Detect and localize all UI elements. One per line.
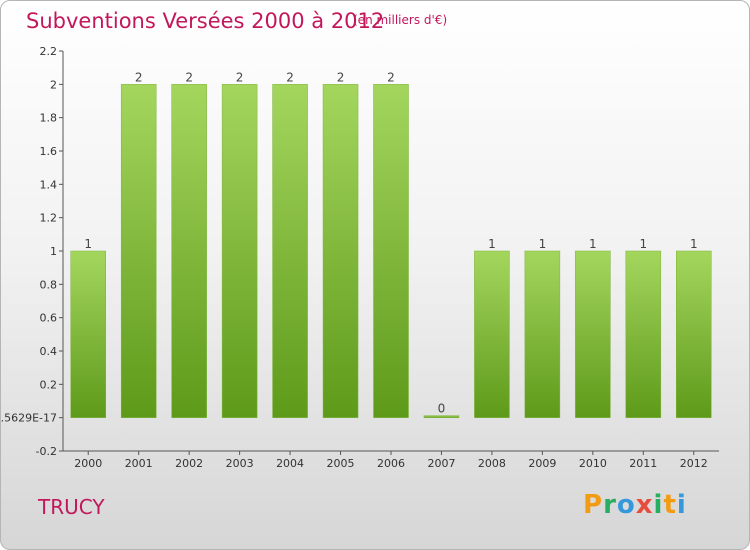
data-label: 2 bbox=[135, 70, 143, 84]
logo-letter: r bbox=[603, 490, 617, 520]
bar bbox=[575, 250, 611, 418]
bar bbox=[423, 415, 460, 418]
y-tick-label: 2.2 bbox=[40, 45, 58, 58]
data-label: 1 bbox=[589, 237, 597, 251]
bar bbox=[524, 250, 561, 418]
data-label: 1 bbox=[539, 237, 547, 251]
bar bbox=[272, 84, 308, 418]
logo-letter: i bbox=[653, 490, 664, 520]
logo-letter: x bbox=[635, 490, 654, 520]
x-tick-label: 2003 bbox=[226, 457, 254, 470]
y-tick-label: -1.5629E-17 bbox=[1, 412, 57, 425]
x-tick-label: 2006 bbox=[377, 457, 405, 470]
data-label: 1 bbox=[639, 237, 647, 251]
logo-letter: o bbox=[616, 490, 636, 520]
data-label: 2 bbox=[337, 70, 345, 84]
bar bbox=[120, 84, 157, 418]
data-label: 2 bbox=[387, 70, 395, 84]
y-tick-label: 1.4 bbox=[40, 178, 58, 191]
x-tick-label: 2009 bbox=[528, 457, 556, 470]
commune-name: TRUCY bbox=[38, 495, 105, 519]
chart-subtitle: (en milliers d'€) bbox=[353, 13, 448, 27]
y-tick-label: 1.2 bbox=[40, 212, 58, 225]
x-tick-label: 2000 bbox=[74, 457, 102, 470]
y-tick-label: 1.6 bbox=[40, 145, 58, 158]
logo-letter: P bbox=[583, 490, 604, 520]
y-tick-label: 2 bbox=[50, 78, 57, 91]
chart-title: Subventions Versées 2000 à 2012 bbox=[26, 9, 385, 33]
logo-letter: t bbox=[663, 490, 677, 520]
bar bbox=[625, 250, 662, 418]
bar bbox=[171, 84, 207, 418]
y-tick-label: 1.8 bbox=[40, 112, 58, 125]
x-tick-label: 2001 bbox=[125, 457, 153, 470]
data-label: 1 bbox=[84, 237, 92, 251]
bar bbox=[221, 84, 258, 418]
logo-letter: i bbox=[676, 490, 687, 520]
bar bbox=[322, 84, 359, 418]
bar bbox=[70, 250, 106, 418]
x-tick-label: 2011 bbox=[629, 457, 657, 470]
x-tick-label: 2010 bbox=[579, 457, 607, 470]
x-tick-label: 2007 bbox=[427, 457, 455, 470]
x-tick-label: 2002 bbox=[175, 457, 203, 470]
x-tick-label: 2005 bbox=[327, 457, 355, 470]
x-tick-label: 2012 bbox=[680, 457, 708, 470]
x-tick-label: 2004 bbox=[276, 457, 304, 470]
y-tick-label: 0.2 bbox=[40, 378, 58, 391]
bar bbox=[676, 250, 712, 418]
y-tick-label: -0.2 bbox=[36, 445, 57, 458]
proxiti-logo: Proxiti bbox=[583, 490, 687, 520]
y-tick-label: 0.6 bbox=[40, 312, 58, 325]
y-tick-label: 1 bbox=[50, 245, 57, 258]
data-label: 1 bbox=[488, 237, 496, 251]
bar bbox=[474, 250, 510, 418]
y-tick-label: 0.4 bbox=[40, 345, 58, 358]
x-tick-label: 2008 bbox=[478, 457, 506, 470]
data-label: 2 bbox=[236, 70, 244, 84]
data-label: 2 bbox=[185, 70, 193, 84]
y-tick-label: 0.8 bbox=[40, 278, 58, 291]
data-label: 1 bbox=[690, 237, 698, 251]
data-label: 2 bbox=[286, 70, 294, 84]
data-label: 0 bbox=[438, 402, 446, 416]
bar bbox=[373, 84, 409, 418]
